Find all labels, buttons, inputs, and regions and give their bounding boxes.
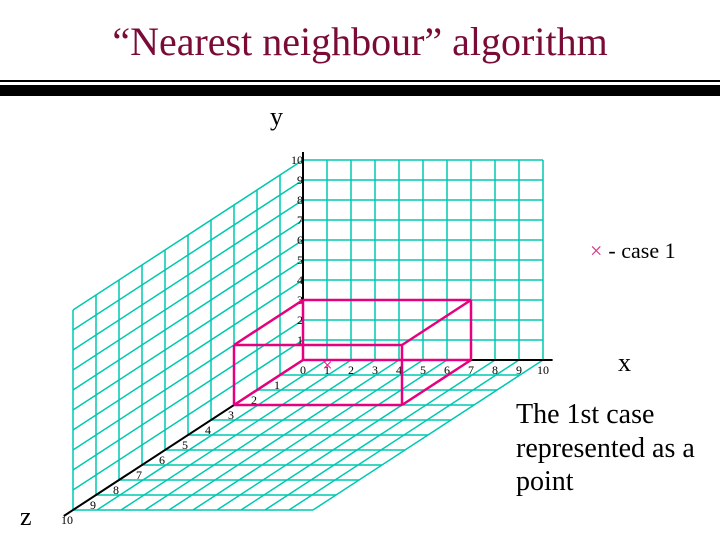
chart-3d: 0123456789101234567891012345678910× [0, 100, 720, 540]
svg-text:0: 0 [300, 363, 306, 377]
svg-text:3: 3 [372, 363, 378, 377]
title-rule-inner [0, 82, 720, 85]
svg-text:6: 6 [297, 233, 303, 247]
svg-text:5: 5 [182, 438, 188, 452]
svg-text:7: 7 [136, 468, 142, 482]
svg-text:5: 5 [420, 363, 426, 377]
svg-text:9: 9 [90, 498, 96, 512]
svg-text:10: 10 [61, 513, 73, 527]
svg-text:4: 4 [297, 273, 303, 287]
slide: “Nearest neighbour” algorithm y x z × - … [0, 0, 720, 540]
svg-text:8: 8 [297, 193, 303, 207]
svg-text:7: 7 [297, 213, 303, 227]
svg-text:2: 2 [348, 363, 354, 377]
svg-text:8: 8 [492, 363, 498, 377]
svg-text:×: × [322, 355, 332, 375]
svg-text:8: 8 [113, 483, 119, 497]
svg-text:6: 6 [159, 453, 165, 467]
svg-text:5: 5 [297, 253, 303, 267]
svg-text:10: 10 [537, 363, 549, 377]
svg-text:4: 4 [205, 423, 211, 437]
svg-text:9: 9 [297, 173, 303, 187]
svg-text:7: 7 [468, 363, 474, 377]
svg-text:3: 3 [228, 408, 234, 422]
svg-text:10: 10 [291, 153, 303, 167]
svg-text:1: 1 [274, 378, 280, 392]
svg-text:9: 9 [516, 363, 522, 377]
slide-title: “Nearest neighbour” algorithm [0, 18, 720, 65]
